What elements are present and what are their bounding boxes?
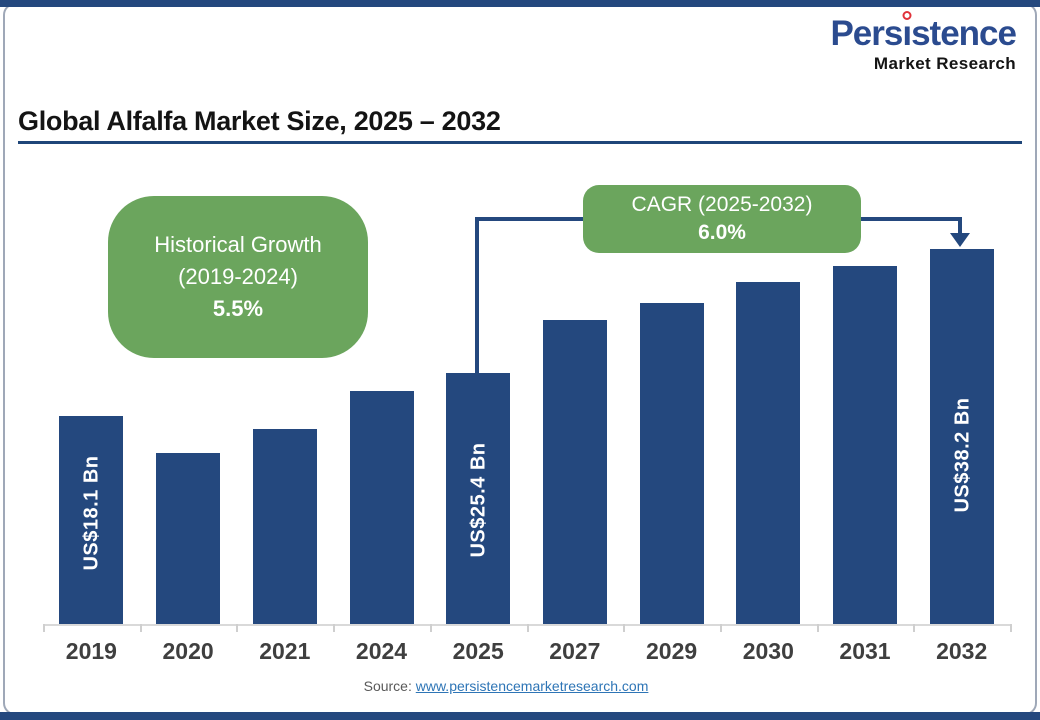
bar-2021 xyxy=(252,429,317,624)
bar-value-label-2019: US$18.1 Bn xyxy=(80,455,103,571)
x-axis-tick xyxy=(236,624,239,632)
x-axis-tick xyxy=(333,624,336,632)
bar-value-label-2025: US$25.4 Bn xyxy=(467,442,490,558)
brand-letter-i-glyph: ı xyxy=(902,14,912,53)
cagr-connector-vertical-left xyxy=(475,217,479,373)
historical-growth-line2: (2019-2024) xyxy=(178,264,298,290)
bar-2025 xyxy=(446,373,511,624)
x-axis-label-2024: 2024 xyxy=(355,638,408,664)
x-axis-tick xyxy=(1010,624,1012,632)
x-axis-label-2029: 2029 xyxy=(646,638,698,664)
brand-name: Persı stence xyxy=(830,11,1017,53)
bar-value-label-2032: US$38.2 Bn xyxy=(951,397,974,513)
title-underline xyxy=(18,141,1022,144)
brand-name-pre: Pers xyxy=(830,14,903,53)
bar-2020 xyxy=(156,453,221,624)
bar-2031 xyxy=(833,266,897,624)
x-axis-label-2025: 2025 xyxy=(452,638,504,664)
cagr-connector-vertical-right xyxy=(958,217,962,234)
top-accent-bar xyxy=(0,0,1040,7)
x-axis-tick xyxy=(429,624,432,632)
bottom-accent-bar xyxy=(0,712,1040,720)
x-axis-label-2021: 2021 xyxy=(259,638,311,664)
x-axis-tick xyxy=(719,624,722,632)
cagr-value: 6.0% xyxy=(698,221,746,244)
logo-red-dot-icon xyxy=(902,11,912,20)
x-axis-label-2030: 2030 xyxy=(742,638,794,664)
source-line: Source: www.persistencemarketresearch.co… xyxy=(0,678,1012,694)
page-title: Global Alfalfa Market Size, 2025 – 2032 xyxy=(18,106,501,136)
bar-2024 xyxy=(349,391,414,624)
x-axis-tick xyxy=(623,624,626,632)
x-axis-label-2031: 2031 xyxy=(839,638,891,664)
bar-2027 xyxy=(542,320,607,624)
x-axis-tick xyxy=(913,624,916,632)
x-axis-tick xyxy=(139,624,142,632)
cagr-arrow-icon xyxy=(950,233,970,247)
brand-letter-i: ı xyxy=(902,11,912,53)
cagr-callout: CAGR (2025-2032) 6.0% xyxy=(583,185,861,253)
x-axis-label-2032: 2032 xyxy=(936,638,988,664)
source-link[interactable]: www.persistencemarketresearch.com xyxy=(415,678,649,694)
bar-2030 xyxy=(736,282,801,624)
historical-growth-line1: Historical Growth xyxy=(154,232,322,258)
x-axis-label-2027: 2027 xyxy=(549,638,601,664)
bar-2029 xyxy=(639,303,704,624)
historical-growth-value: 5.5% xyxy=(212,295,264,321)
x-axis-label-2019: 2019 xyxy=(65,638,117,664)
x-axis-tick xyxy=(526,624,529,632)
x-axis-label-2020: 2020 xyxy=(162,638,214,664)
brand-subtitle: Market Research xyxy=(873,53,1016,73)
brand-name-post: stence xyxy=(911,14,1017,53)
historical-growth-callout: Historical Growth (2019-2024) 5.5% xyxy=(108,196,368,358)
brand-logo: Persı stence Market Research xyxy=(830,11,1017,74)
x-axis-tick xyxy=(816,624,819,632)
cagr-line1: CAGR (2025-2032) xyxy=(631,192,813,216)
x-axis-tick xyxy=(43,624,45,632)
bar-2032 xyxy=(929,249,994,624)
source-label: Source: xyxy=(363,678,412,694)
bar-2019 xyxy=(59,416,124,624)
